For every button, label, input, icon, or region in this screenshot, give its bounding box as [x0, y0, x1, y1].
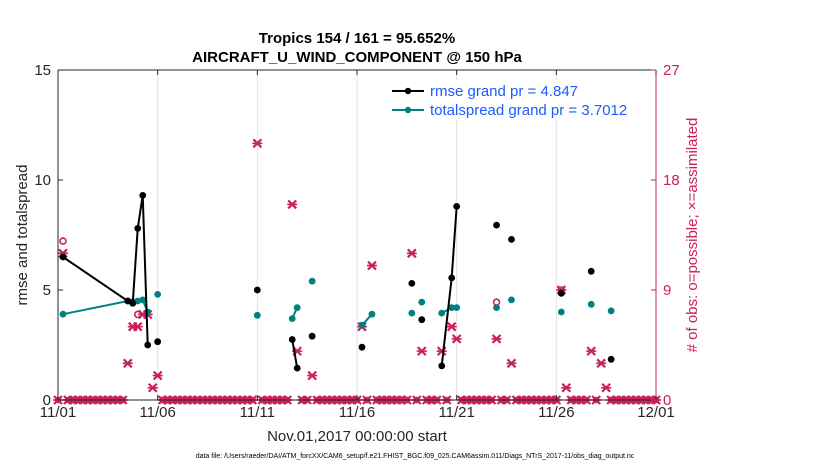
rmse-point	[508, 236, 515, 243]
totalspread-point	[154, 291, 162, 298]
obs-assimilated-point	[307, 370, 318, 381]
legend-spread-marker	[404, 106, 412, 114]
y-axis-label: rmse and totalspread	[14, 165, 31, 306]
obs-assimilated-point	[122, 358, 133, 369]
obs-assimilated-point	[601, 382, 612, 393]
rmse-point	[607, 355, 615, 363]
obs-assimilated-point	[287, 199, 298, 210]
totalspread-point	[493, 304, 500, 311]
rmse-point	[418, 316, 426, 324]
rmse-point	[288, 336, 296, 343]
totalspread-point	[288, 315, 296, 322]
y-tick-label: 0	[43, 392, 51, 409]
rmse-point	[293, 364, 301, 372]
totalspread-point	[368, 310, 376, 318]
rmse-point	[253, 286, 261, 294]
x-tick-label: 11/11	[240, 404, 275, 421]
totalspread-point	[587, 300, 595, 308]
rmse-point	[134, 225, 142, 232]
obs-assimilated-point	[506, 358, 517, 369]
rmse-line	[62, 195, 149, 346]
y-tick-label: 5	[43, 282, 51, 299]
totalspread-point	[438, 309, 446, 317]
y-right-tick-label: 18	[663, 172, 680, 189]
rmse-point	[557, 289, 565, 297]
rmse-point	[129, 299, 137, 307]
rmse-point	[587, 267, 595, 275]
totalspread-point	[453, 304, 461, 311]
rmse-point	[154, 338, 162, 346]
legend-box	[386, 80, 644, 120]
x-tick-label: 11/16	[339, 404, 375, 421]
obs-assimilated-point	[446, 321, 457, 332]
rmse-point	[438, 362, 446, 370]
totalspread-point	[144, 308, 152, 316]
y-right-tick-label: 9	[663, 282, 671, 299]
obs-assimilated-point	[152, 370, 163, 381]
x-tick-label: 11/06	[139, 404, 175, 421]
chart-title: Tropics 154 / 161 = 95.652%	[259, 30, 455, 47]
obs-assimilated-point	[586, 346, 597, 356]
obs-possible-point	[59, 237, 67, 245]
x-tick-label: 11/26	[538, 404, 574, 421]
totalspread-point	[59, 310, 67, 318]
rmse-point	[358, 343, 366, 351]
rmse-point	[493, 221, 500, 229]
obs-assimilated-point	[406, 248, 417, 259]
totalspread-point	[557, 308, 565, 316]
rmse-point	[408, 280, 416, 287]
legend-rmse-label: rmse grand pr = 4.847	[430, 83, 578, 100]
rmse-line	[291, 339, 299, 369]
obs-assimilated-point	[491, 334, 502, 344]
totalspread-point	[253, 311, 261, 319]
y-tick-label: 10	[34, 172, 51, 189]
x-tick-label: 11/01	[40, 404, 76, 421]
footnote: data file: /Users/raeder/DAI/ATM_forcXX/…	[196, 453, 635, 460]
x-tick-label: 11/21	[438, 404, 474, 421]
totalspread-point	[293, 304, 301, 311]
rmse-point	[308, 332, 316, 340]
totalspread-point	[358, 321, 366, 329]
totalspread-point	[448, 304, 456, 311]
obs-assimilated-point	[416, 346, 427, 356]
totalspread-point	[418, 298, 426, 306]
grid	[157, 70, 557, 400]
totalspread-point	[308, 277, 316, 285]
rmse-point	[139, 192, 147, 199]
rmse-point	[448, 274, 456, 282]
obs-assimilated-point	[132, 321, 143, 332]
y-tick-label: 15	[34, 62, 51, 79]
ticks: 11/01 11/06 11/11 11/16 11/21 11/26 12/0105101…	[34, 62, 679, 421]
totalspread-point	[408, 309, 416, 317]
rmse-point	[453, 203, 461, 210]
legend: rmse grand pr = 4.847 totalspread grand …	[386, 80, 644, 120]
obs-assimilated-point	[147, 382, 158, 393]
y-right-tick-label: 0	[663, 392, 671, 409]
rmse-point	[59, 253, 67, 261]
legend-spread-label: totalspread grand pr = 3.7012	[430, 102, 627, 119]
y-right-tick-label: 27	[663, 62, 680, 79]
obs-assimilated-point	[451, 334, 462, 344]
totalspread-point	[139, 296, 147, 304]
obs-assimilated-point	[252, 138, 263, 149]
obs-assimilated-point	[561, 382, 572, 393]
x-axis-label: Nov.01,2017 00:00:00 start	[267, 428, 448, 445]
obs-assimilated-point	[366, 260, 377, 271]
y-axis-right-label: # of obs: o=possible; ×=assimilated	[684, 118, 701, 353]
totalspread-point	[607, 307, 615, 315]
chart-subtitle: AIRCRAFT_U_WIND_COMPONENT @ 150 hPa	[192, 49, 522, 66]
totalspread-point	[508, 296, 515, 304]
legend-rmse-marker	[404, 87, 412, 95]
x-tick-label: 12/01	[637, 404, 675, 421]
rmse-point	[144, 341, 152, 349]
obs-assimilated-point	[596, 358, 607, 369]
